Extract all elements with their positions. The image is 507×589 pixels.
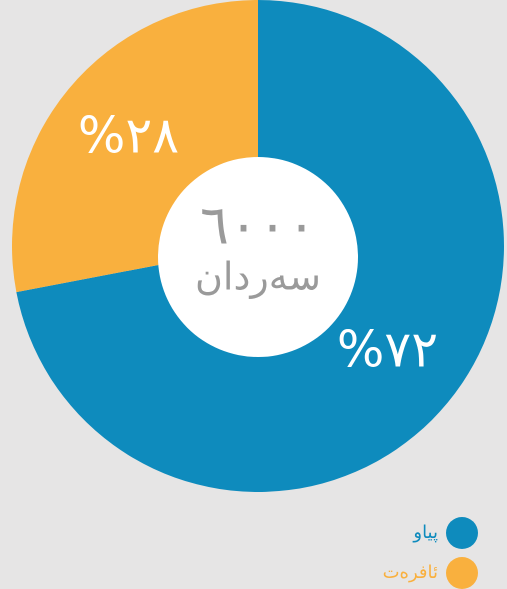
value-label: %٧٢ [337, 321, 438, 379]
center-value: ٦٠٠٠ [200, 194, 316, 257]
legend-label: پیاو [412, 522, 438, 543]
legend-swatch [446, 557, 478, 589]
center-caption: سەردان [195, 255, 321, 299]
legend-label: ئافرەت [383, 562, 438, 583]
value-label: %٢٨ [78, 106, 179, 164]
center-hole [158, 157, 358, 357]
legend-swatch [446, 517, 478, 549]
